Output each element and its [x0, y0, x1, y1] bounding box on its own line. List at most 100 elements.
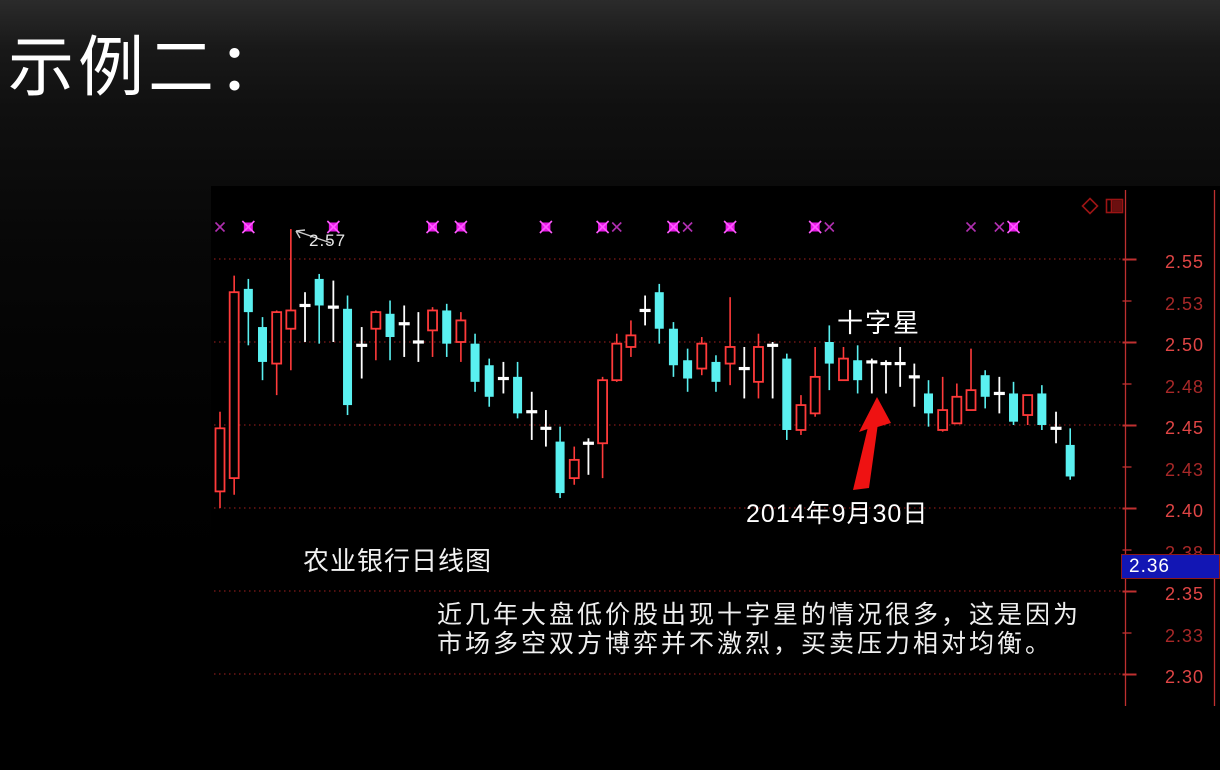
doji-candle-bar	[908, 375, 920, 379]
down-candle-body	[711, 361, 721, 382]
spike-pointer-barb	[295, 230, 301, 239]
up-candle-body	[1022, 394, 1034, 416]
up-candle-body	[625, 334, 637, 348]
down-candle-body	[924, 393, 933, 414]
up-candle-body	[724, 346, 736, 365]
doji-candle-bar	[866, 360, 878, 364]
up-candle-body	[271, 311, 283, 365]
sell-mark-dim	[994, 221, 1005, 233]
down-candle-body	[654, 292, 664, 329]
sell-mark-x	[723, 220, 737, 234]
down-candle-body	[1037, 393, 1047, 425]
y-axis-label: 2.48	[1164, 376, 1204, 397]
y-axis-label: 2.43	[1164, 459, 1204, 480]
doji-candle-bar	[327, 305, 339, 309]
sell-mark-x	[539, 220, 553, 234]
doji-candle-bar	[738, 366, 750, 371]
down-candle-body	[314, 278, 324, 306]
down-candle-body	[470, 343, 480, 382]
down-candle-body	[853, 360, 863, 381]
down-candle-body	[1065, 444, 1075, 477]
up-candle-body	[965, 389, 977, 411]
explanation-text: 近几年大盘低价股出现十字星的情况很多，这是因为 市场多空双方博弈并不激烈，买卖压…	[437, 601, 1081, 659]
doji-candle-bar	[993, 391, 1005, 396]
chart-title-label: 农业银行日线图	[303, 546, 493, 576]
sell-mark-x	[666, 220, 681, 234]
up-candle-body	[455, 319, 467, 343]
y-axis-label: 2.55	[1164, 252, 1204, 272]
current-price-value: 2.36	[1129, 556, 1170, 577]
up-candle-body	[370, 311, 382, 330]
down-candle-body	[980, 375, 990, 397]
up-candle-body	[214, 427, 226, 493]
up-candle-body	[838, 357, 849, 382]
y-axis-label: 2.33	[1164, 625, 1204, 646]
explanation-line-1: 近几年大盘低价股出现十字星的情况很多，这是因为	[437, 601, 1082, 629]
diamond-icon[interactable]	[1081, 197, 1099, 215]
down-candle-body	[243, 288, 253, 313]
y-axis-label: 2.40	[1164, 501, 1204, 521]
spike-price-annotation: 2.57	[309, 231, 347, 250]
doji-candle-bar	[1050, 426, 1062, 430]
doji-candle-bar	[497, 376, 509, 381]
down-candle-body	[258, 327, 268, 362]
chart-background	[211, 186, 1220, 707]
up-candle-body	[427, 309, 438, 332]
sell-mark-x	[454, 220, 468, 234]
down-candle-body	[1009, 393, 1019, 422]
sell-mark-dim	[965, 221, 977, 233]
current-price-badge: 2.36	[1121, 554, 1220, 579]
doji-candle-bar	[299, 303, 311, 308]
doji-candle-bar	[582, 441, 594, 445]
doji-candle-bar	[639, 308, 651, 313]
y-axis-label: 2.30	[1164, 667, 1204, 687]
up-candle-body	[795, 404, 807, 431]
sell-mark-x	[241, 220, 255, 234]
up-candle-body	[285, 309, 297, 330]
down-candle-body	[555, 441, 565, 494]
sell-mark-x	[326, 220, 340, 234]
window-icon-fill	[1112, 200, 1122, 212]
doji-candle-bar	[880, 361, 892, 366]
doji-candle-bar	[540, 426, 552, 430]
sell-mark-dim	[682, 221, 693, 233]
doji-candle-bar	[526, 410, 538, 414]
sell-mark-x	[425, 220, 440, 234]
down-candle-body	[484, 365, 494, 397]
explanation-line-2: 市场多空双方博弈并不激烈，买卖压力相对均衡。	[437, 630, 1054, 658]
up-candle-body	[937, 409, 949, 431]
down-candle-body	[782, 358, 792, 430]
sell-mark-x	[1006, 220, 1021, 234]
y-axis-label: 2.45	[1164, 418, 1204, 438]
sell-mark-dim	[214, 221, 226, 233]
up-candle-body	[753, 346, 764, 383]
doji-candle-bar	[412, 340, 424, 344]
doji-arrow	[853, 397, 891, 490]
up-candle-body	[611, 342, 623, 382]
y-axis-label: 2.50	[1164, 335, 1204, 355]
y-axis-label: 2.35	[1164, 584, 1204, 604]
down-candle-body	[442, 310, 452, 344]
down-candle-body	[385, 313, 395, 338]
window-icon[interactable]	[1105, 198, 1124, 214]
up-candle-body	[568, 458, 580, 480]
up-candle-body	[597, 379, 608, 445]
sell-mark-dim	[824, 221, 835, 233]
y-axis-label: 2.53	[1164, 293, 1204, 314]
up-candle-body	[951, 395, 963, 425]
down-candle-body	[668, 328, 678, 366]
up-candle-body	[809, 375, 821, 415]
down-candle-body	[683, 360, 693, 379]
down-candle-body	[513, 376, 523, 414]
price-axis: 2.55 2.53 2.50 2.48 2.45 2.43 2.40 2.38 2.35 2.33…	[1130, 0, 1204, 770]
doji-star-annotation: 十字星	[837, 308, 922, 338]
doji-candle-bar	[894, 361, 906, 366]
down-candle-body	[824, 342, 834, 364]
up-candle-body	[228, 291, 240, 480]
down-candle-body	[343, 308, 353, 406]
doji-candle-bar	[356, 343, 368, 347]
up-candle-body	[696, 342, 708, 370]
page-title: 示例二：	[8, 32, 288, 105]
